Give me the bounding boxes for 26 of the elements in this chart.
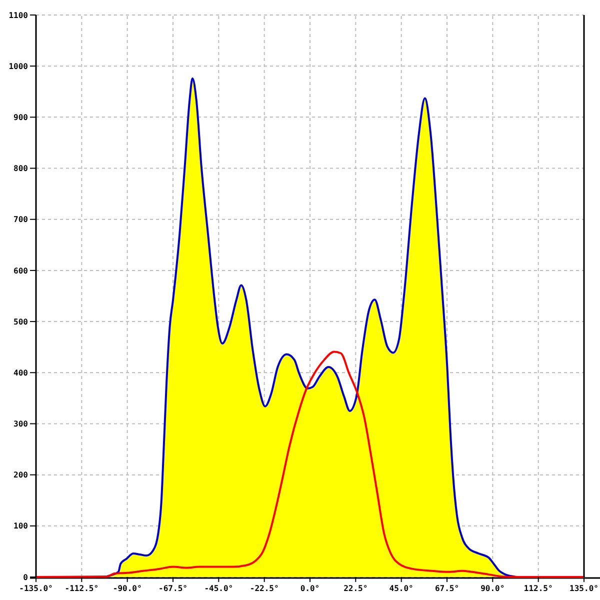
- line-series: [35, 350, 585, 578]
- x-tick-label: -67.5°: [158, 584, 188, 593]
- y-tick-label: 900: [14, 112, 28, 122]
- x-tick-label: -135.0°: [19, 584, 53, 593]
- y-tick-label: 600: [14, 266, 28, 276]
- x-tick-label: -112.5°: [64, 584, 99, 593]
- x-tick-label: 112.5°: [524, 584, 553, 593]
- x-tick-label: -90.0°: [112, 584, 142, 593]
- y-tick-label: 100: [14, 522, 28, 531]
- y-tick-label: 300: [14, 420, 28, 429]
- x-tick-label: 0.0°: [300, 584, 320, 593]
- x-tick-label: -45.0°: [204, 584, 234, 593]
- y-tick-label: 0: [23, 572, 28, 582]
- y-tick-label: 400: [14, 368, 28, 378]
- y-tick-label: 500: [14, 317, 28, 326]
- x-tick-label: -22.5°: [250, 584, 279, 593]
- y-tick-label: 700: [14, 215, 28, 224]
- y-tick-label: 1100: [8, 10, 28, 20]
- y-tick-label: 200: [14, 470, 28, 480]
- y-tick-label: 800: [14, 164, 28, 174]
- x-tick-label: 45.0°: [389, 584, 414, 593]
- x-tick-label: 135.0°: [570, 584, 598, 593]
- y-tick-label: 1000: [8, 62, 28, 71]
- x-tick-label: 90.0°: [480, 584, 505, 593]
- x-tick-label: 22.5°: [344, 584, 368, 593]
- x-tick-label: 67.5°: [434, 584, 460, 593]
